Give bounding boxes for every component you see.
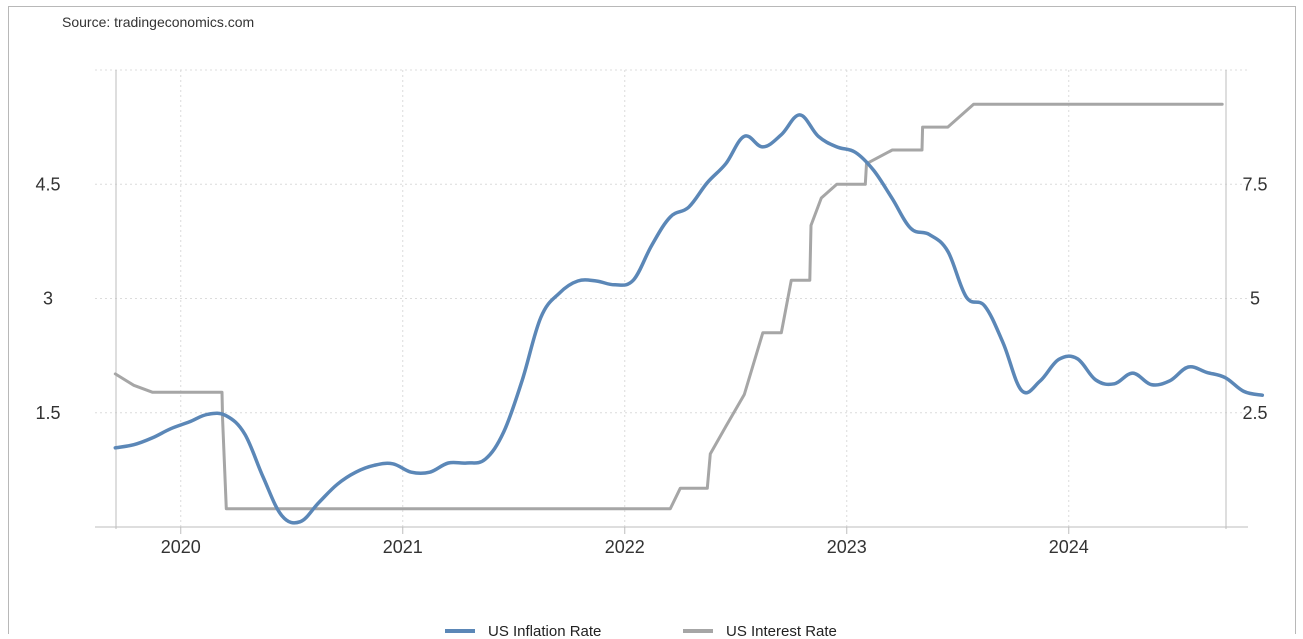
y-right-tick-label: 2.5 (1242, 403, 1267, 423)
source-label: Source: tradingeconomics.com (62, 14, 255, 30)
tick-label-layer: 1.5 3 4.5 2.5 5 7.5 2020 2021 2022 2023 2024 (35, 174, 1267, 557)
chart-frame (8, 6, 1296, 634)
axis-layer (95, 70, 1248, 534)
x-tick-label: 2022 (605, 537, 645, 557)
series-line-us-inflation-rate (113, 113, 1265, 525)
legend[interactable]: US Inflation Rate US Interest Rate (445, 623, 837, 639)
x-tick-label: 2023 (827, 537, 867, 557)
legend-label: US Inflation Rate (488, 623, 601, 639)
y-right-tick-label: 5 (1250, 289, 1260, 309)
x-tick-label: 2021 (383, 537, 423, 557)
series-line-us-interest-rate (113, 102, 1224, 511)
y-left-tick-label: 3 (43, 289, 53, 309)
series-layer (113, 102, 1265, 525)
legend-item[interactable]: US Interest Rate (683, 623, 837, 639)
grid-layer (95, 69, 1248, 527)
y-left-tick-label: 1.5 (35, 403, 60, 423)
y-left-tick-label: 4.5 (35, 174, 60, 194)
x-tick-label: 2024 (1049, 537, 1089, 557)
x-tick-label: 2020 (161, 537, 201, 557)
y-right-tick-label: 7.5 (1242, 174, 1267, 194)
legend-item[interactable]: US Inflation Rate (445, 623, 601, 639)
legend-label: US Interest Rate (726, 623, 837, 639)
